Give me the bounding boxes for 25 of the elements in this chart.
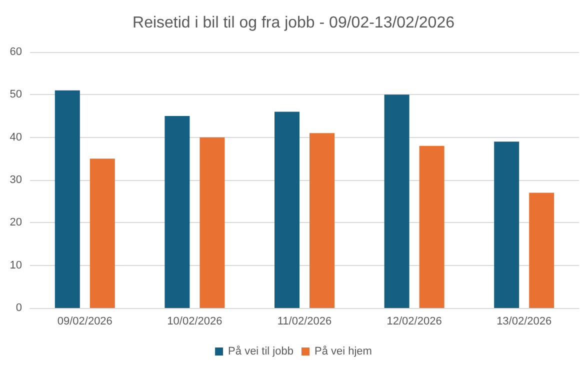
bar [54,90,80,308]
y-tick-label: 40 [10,131,22,144]
y-tick-label: 20 [10,216,22,229]
legend-label: På vei til jobb [228,346,294,358]
chart-title: Reisetid i bil til og fra jobb - 09/02-13/02/2026 [132,14,455,32]
legend-label: På vei hjem [314,346,372,358]
bar [274,112,300,308]
y-tick-label: 10 [10,259,22,272]
bar [384,94,410,308]
x-tick-label: 10/02/2026 [167,316,222,328]
bar [494,142,520,308]
x-tick-label: 11/02/2026 [277,316,332,328]
y-tick-label: 50 [10,88,22,101]
x-tick-label: 12/02/2026 [386,316,442,328]
y-tick-label: 30 [10,174,22,186]
bar [529,192,554,308]
x-tick-label: 13/02/2026 [496,316,552,328]
y-tick-label: 60 [10,46,22,58]
y-tick-label: 0 [16,302,22,314]
bar [310,133,334,308]
bar [90,158,115,308]
bar [419,146,444,308]
bar [200,137,225,308]
bar [164,116,190,308]
x-tick-label: 09/02/2026 [57,316,112,328]
